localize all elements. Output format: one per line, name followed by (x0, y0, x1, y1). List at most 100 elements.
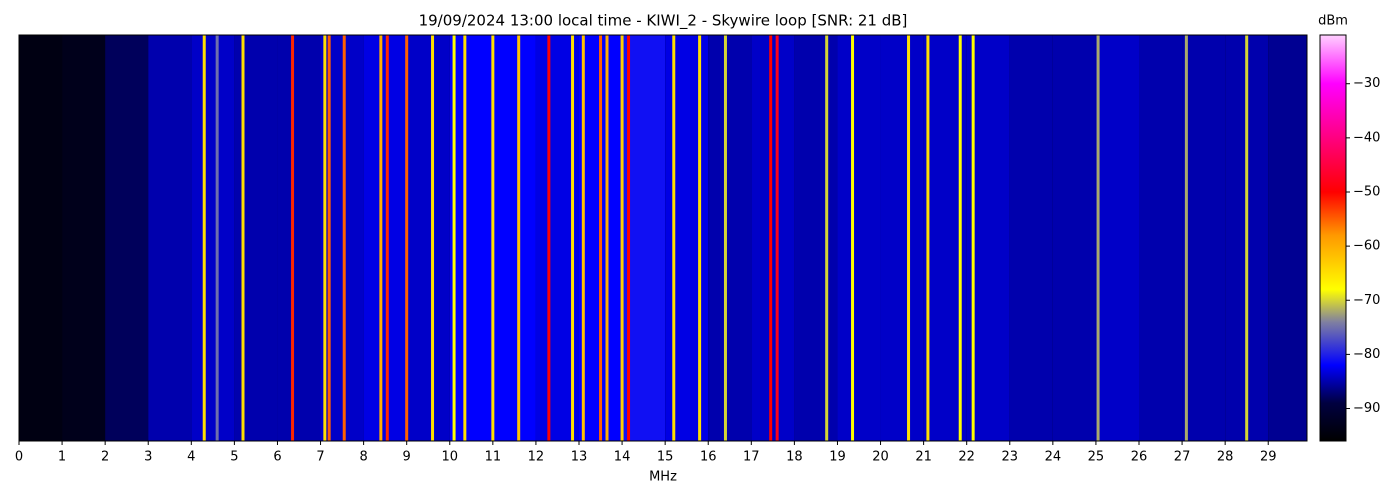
noise-band (1268, 35, 1307, 441)
colorbar-tick-label: −50 (1353, 184, 1380, 199)
x-tick-label: 14 (614, 450, 631, 465)
signal-line (405, 35, 409, 441)
signal-line (825, 35, 829, 441)
x-tick-label: 3 (144, 450, 152, 465)
x-tick-label: 21 (915, 450, 932, 465)
signal-line (215, 35, 219, 441)
signal-line (342, 35, 346, 441)
x-tick-label: 0 (15, 450, 23, 465)
x-tick-label: 16 (700, 450, 717, 465)
signal-line (958, 35, 962, 441)
signal-line (769, 35, 773, 441)
x-axis-label: MHz (649, 470, 677, 485)
noise-band (1009, 35, 1053, 441)
signal-line (323, 35, 327, 441)
signal-line (723, 35, 727, 441)
colorbar-label: dBm (1318, 14, 1348, 29)
signal-line (775, 35, 779, 441)
x-tick-label: 28 (1217, 450, 1234, 465)
noise-band (320, 35, 364, 441)
signal-line (291, 35, 295, 441)
x-tick-label: 11 (485, 450, 502, 465)
signal-line (599, 35, 603, 441)
noise-band (1095, 35, 1139, 441)
noise-band (363, 35, 407, 441)
chart-title: 19/09/2024 13:00 local time - KIWI_2 - S… (419, 12, 908, 31)
signal-line (698, 35, 702, 441)
signal-line (452, 35, 456, 441)
noise-band (105, 35, 149, 441)
x-tick-label: 2 (101, 450, 109, 465)
noise-band (19, 35, 63, 441)
signal-line (672, 35, 676, 441)
signal-line (241, 35, 245, 441)
colorbar-tick-label: −60 (1353, 239, 1380, 254)
x-tick-label: 12 (528, 450, 545, 465)
noise-band (880, 35, 924, 441)
noise-band (449, 35, 493, 441)
noise-band (62, 35, 106, 441)
colorbar-tick-label: −70 (1353, 293, 1380, 308)
signal-line (327, 35, 331, 441)
signal-line (379, 35, 383, 441)
noise-band (665, 35, 709, 441)
noise-band (1139, 35, 1183, 441)
noise-band (837, 35, 881, 441)
signal-line (926, 35, 930, 441)
x-tick-label: 15 (657, 450, 674, 465)
x-tick-label: 9 (403, 450, 411, 465)
colorbar-tick-label: −80 (1353, 347, 1380, 362)
x-tick-label: 6 (273, 450, 281, 465)
noise-band (751, 35, 795, 441)
x-tick-label: 17 (743, 450, 760, 465)
signal-line (571, 35, 575, 441)
noise-band (148, 35, 192, 441)
noise-band (794, 35, 838, 441)
signal-line (491, 35, 495, 441)
x-tick-label: 4 (187, 450, 195, 465)
x-tick-label: 22 (958, 450, 975, 465)
signal-line (1184, 35, 1188, 441)
colorbar-tick-label: −30 (1353, 76, 1380, 91)
signal-line (1245, 35, 1249, 441)
signal-line (463, 35, 467, 441)
x-tick-label: 29 (1260, 450, 1277, 465)
signal-line (547, 35, 551, 441)
plot-frame (18, 34, 1308, 442)
x-tick-label: 27 (1174, 450, 1191, 465)
x-tick-label: 20 (872, 450, 889, 465)
x-tick-label: 19 (829, 450, 846, 465)
x-tick-label: 18 (786, 450, 803, 465)
x-tick-label: 10 (441, 450, 458, 465)
noise-band (191, 35, 235, 441)
x-tick-label: 23 (1001, 450, 1018, 465)
signal-line (907, 35, 911, 441)
x-tick-label: 1 (58, 450, 66, 465)
colorbar-tick-label: −40 (1353, 130, 1380, 145)
signal-line (517, 35, 521, 441)
noise-band (492, 35, 536, 441)
signal-line (851, 35, 855, 441)
x-tick-label: 26 (1131, 450, 1148, 465)
noise-band (234, 35, 278, 441)
x-tick-label: 7 (316, 450, 324, 465)
x-tick-label: 13 (571, 450, 588, 465)
signal-line (605, 35, 609, 441)
noise-band (406, 35, 450, 441)
noise-band (708, 35, 752, 441)
noise-band (1052, 35, 1096, 441)
colorbar (1319, 34, 1347, 442)
signal-line (385, 35, 389, 441)
noise-band (1182, 35, 1226, 441)
signal-line (1096, 35, 1100, 441)
x-tick-label: 24 (1045, 450, 1062, 465)
x-tick-label: 8 (359, 450, 367, 465)
signal-line (431, 35, 435, 441)
signal-line (971, 35, 975, 441)
colorbar-tick-label: −90 (1353, 401, 1380, 416)
x-tick-label: 5 (230, 450, 238, 465)
noise-band (277, 35, 321, 441)
x-tick-label: 25 (1088, 450, 1105, 465)
signal-line (202, 35, 206, 441)
